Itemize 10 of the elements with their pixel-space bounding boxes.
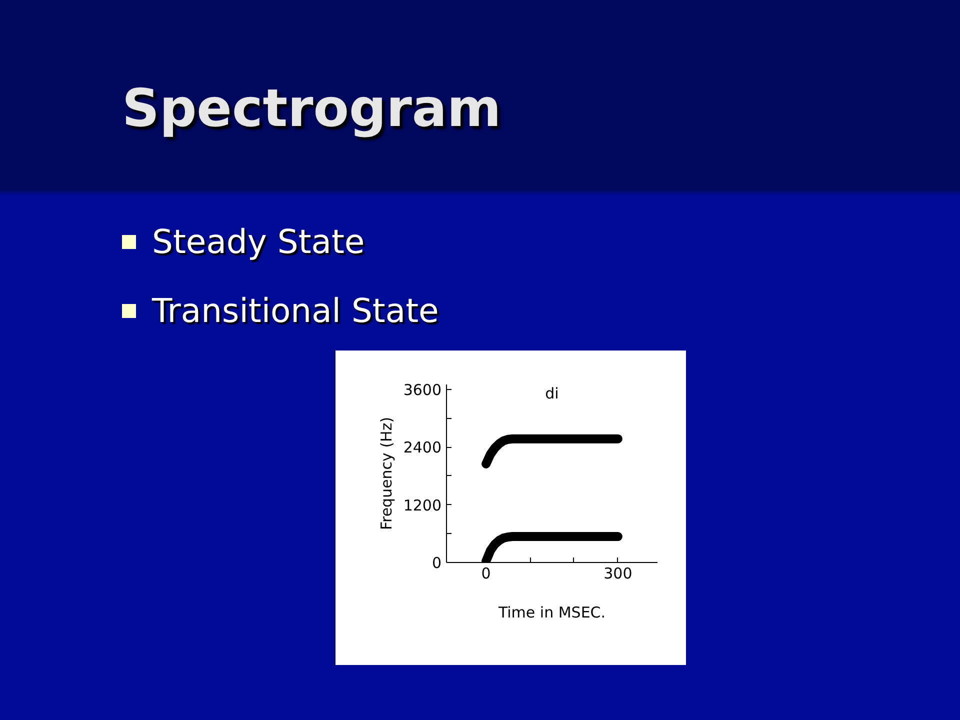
text: Transitional State xyxy=(152,290,439,332)
chart-title: Spectrogram xyxy=(122,78,502,141)
text: Steady State xyxy=(152,221,365,263)
y-tick-label: 1200 xyxy=(403,496,442,514)
y-tick-label: 2400 xyxy=(403,438,442,457)
y-tick-label: 3600 xyxy=(403,380,442,399)
x-tick-label: 300 xyxy=(604,564,632,582)
x-axis-title: Time in MSEC. xyxy=(497,604,606,622)
chart-subtitle: di xyxy=(545,384,559,402)
y-axis-title: Frequency (Hz) xyxy=(377,416,396,530)
